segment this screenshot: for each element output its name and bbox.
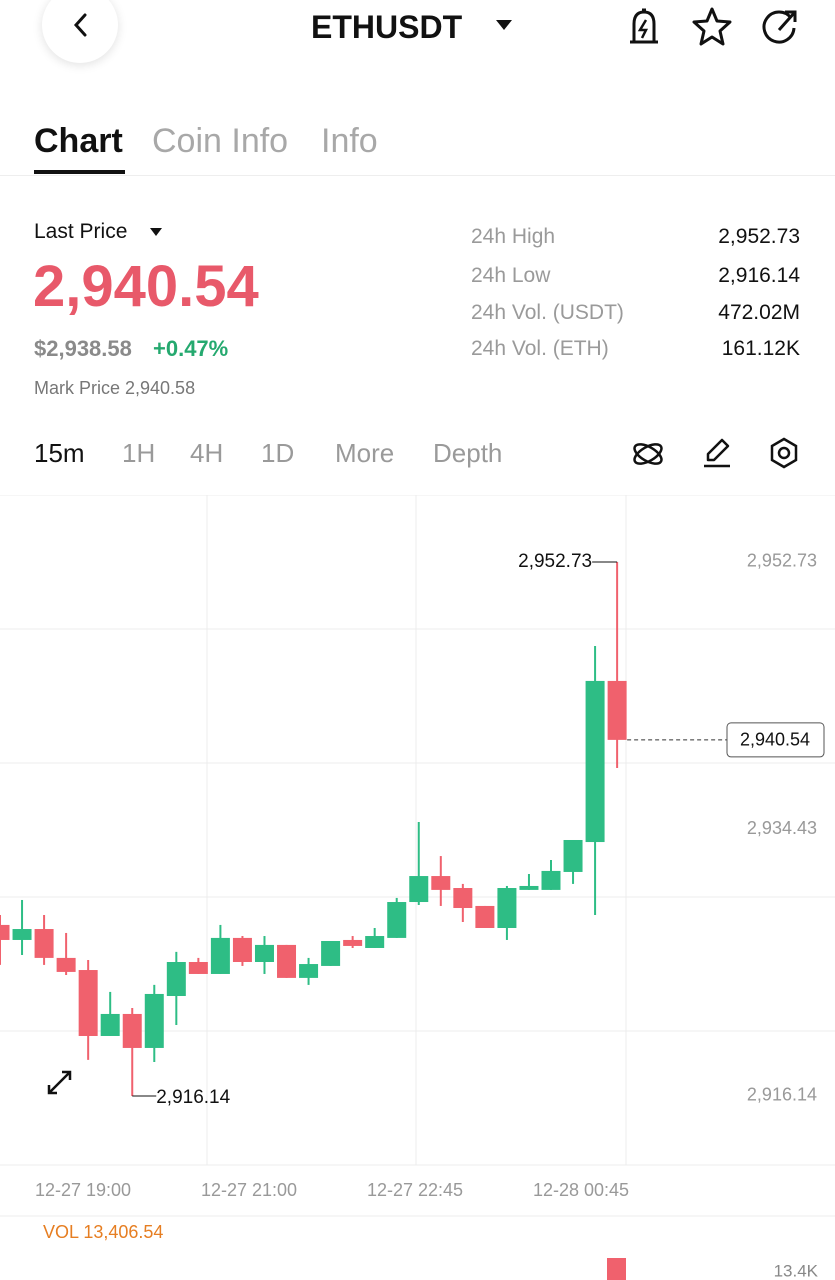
candle-body bbox=[12, 929, 32, 940]
candle-body bbox=[365, 936, 385, 948]
alert-icon[interactable] bbox=[622, 4, 666, 48]
stat-value: 2,952.73 bbox=[718, 225, 800, 248]
share-icon[interactable] bbox=[757, 4, 801, 48]
candle-body bbox=[387, 902, 407, 938]
interval[interactable]: More bbox=[335, 438, 395, 468]
candle-body bbox=[277, 944, 297, 978]
candle-body bbox=[431, 876, 451, 890]
volume-label: VOL 13,406.54 bbox=[43, 1222, 163, 1242]
candle-body bbox=[100, 1013, 120, 1036]
back-button[interactable] bbox=[42, 0, 118, 63]
favorite-icon[interactable] bbox=[690, 4, 734, 48]
tab[interactable]: Info bbox=[321, 122, 378, 160]
candle-body bbox=[343, 939, 363, 946]
candle-body bbox=[0, 924, 10, 940]
y-tick-label: 2,934.43 bbox=[747, 818, 817, 838]
interval[interactable]: 1H bbox=[122, 438, 156, 468]
candle-body bbox=[254, 944, 274, 963]
draw-icon[interactable] bbox=[700, 436, 734, 470]
candle-body bbox=[34, 929, 54, 958]
stat-label: 24h Vol. (ETH) bbox=[471, 337, 609, 360]
volume-bar bbox=[607, 1258, 626, 1280]
candle-body bbox=[409, 876, 429, 903]
candle-body bbox=[585, 680, 605, 843]
y-tick-label: 2,952.73 bbox=[747, 551, 817, 571]
divider bbox=[0, 175, 835, 176]
volume-axis-label: 13.4K bbox=[774, 1261, 819, 1280]
candle-body bbox=[519, 885, 539, 890]
candle-body bbox=[607, 680, 627, 740]
x-tick-label: 12-27 22:45 bbox=[367, 1180, 463, 1200]
candle-body bbox=[453, 888, 473, 909]
interval[interactable]: 4H bbox=[190, 438, 224, 468]
dropdown-icon[interactable] bbox=[149, 226, 163, 237]
low-marker-label: 2,916.14 bbox=[156, 1087, 230, 1108]
usd-price: $2,938.58 bbox=[34, 336, 132, 361]
settings-icon[interactable] bbox=[767, 436, 801, 470]
candle-body bbox=[166, 962, 186, 997]
candle-body bbox=[232, 937, 252, 963]
stat-label: 24h High bbox=[471, 225, 556, 248]
candle-body bbox=[299, 964, 319, 978]
dropdown-icon[interactable] bbox=[495, 18, 513, 32]
candle-body bbox=[497, 888, 517, 928]
y-tick-label: 2,916.14 bbox=[747, 1085, 817, 1105]
expand-icon[interactable] bbox=[47, 1070, 72, 1095]
interval-active[interactable]: 15m bbox=[34, 438, 85, 468]
tab-active[interactable]: Chart bbox=[34, 122, 123, 160]
chart: VOL 13,406.54 13.4K 2,916.14 2,934.43 2,95… bbox=[0, 495, 835, 1280]
symbol-title[interactable]: ETHUSDT bbox=[311, 9, 463, 45]
candle-body bbox=[188, 962, 208, 974]
candle-body bbox=[475, 905, 495, 928]
indicator-icon[interactable] bbox=[630, 436, 666, 472]
mark-price: Mark Price 2,940.58 bbox=[34, 378, 196, 398]
last-price-box bbox=[726, 722, 825, 758]
last-price: 2,940.54 bbox=[33, 254, 259, 319]
candle-body bbox=[78, 970, 98, 1036]
candle-body bbox=[210, 937, 230, 974]
back-icon bbox=[73, 13, 87, 37]
high-marker-label: 2,952.73 bbox=[518, 551, 592, 572]
tab[interactable]: Coin Info bbox=[152, 122, 289, 160]
x-tick-label: 12-27 19:00 bbox=[35, 1180, 131, 1200]
price-label[interactable]: Last Price bbox=[34, 220, 128, 243]
stat-label: 24h Low bbox=[471, 264, 551, 287]
stat-value: 2,916.14 bbox=[718, 264, 800, 287]
interval[interactable]: 1D bbox=[261, 438, 295, 468]
tab-underline bbox=[34, 170, 125, 174]
x-tick-label: 12-27 21:00 bbox=[201, 1180, 297, 1200]
candle-body bbox=[144, 993, 164, 1048]
interval[interactable]: Depth bbox=[433, 438, 503, 468]
stat-label: 24h Vol. (USDT) bbox=[471, 301, 624, 324]
candle-body bbox=[321, 940, 341, 966]
stat-value: 161.12K bbox=[721, 337, 800, 360]
candle-body bbox=[122, 1013, 142, 1048]
price-change: +0.47% bbox=[153, 336, 229, 361]
x-tick-label: 12-28 00:45 bbox=[533, 1180, 629, 1200]
stat-value: 472.02M bbox=[718, 301, 800, 324]
candle-body bbox=[563, 839, 583, 872]
last-price-label: 2,940.54 bbox=[740, 730, 810, 750]
candle-body bbox=[56, 957, 76, 972]
candle-body bbox=[541, 870, 561, 890]
